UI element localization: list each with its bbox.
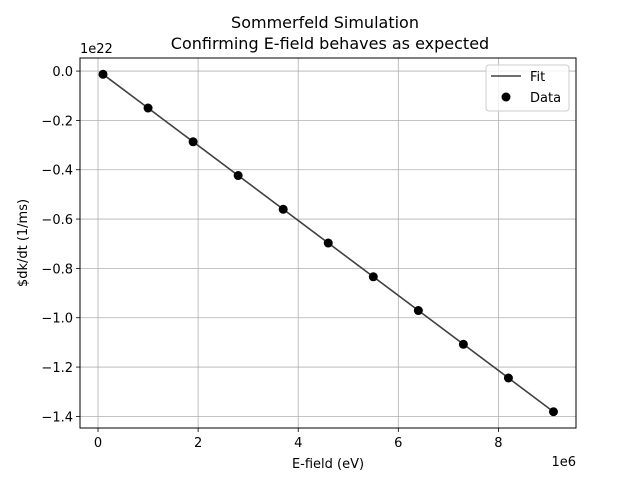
y-tick-label: −0.2 [41, 114, 73, 129]
x-tick-label: 8 [494, 436, 502, 451]
y-axis-ticks: 0.0 −0.2 −0.4 −0.6 −0.8 −1.0 −1.2 −1.4 [41, 65, 80, 425]
data-point [278, 204, 288, 214]
x-tick-label: 0 [94, 436, 102, 451]
legend-data-point-marker [501, 92, 511, 102]
x-tick-label: 2 [194, 436, 202, 451]
x-axis-label: E-field (eV) [292, 457, 364, 472]
data-point [413, 306, 423, 316]
legend: Fit Data [485, 64, 570, 112]
grid [80, 58, 576, 428]
x-axis-ticks: 0 2 4 6 8 [94, 428, 503, 451]
x-tick-label: 6 [394, 436, 402, 451]
x-tick-label: 4 [294, 436, 302, 451]
data-point [503, 373, 513, 383]
y-tick-label: −1.2 [41, 361, 73, 376]
y-tick-label: −0.6 [41, 213, 73, 228]
chart-subtitle: Confirming E-field behaves as expected [171, 34, 489, 53]
y-axis-label: $dk/dt (1/ms) [16, 199, 31, 287]
y-tick-label: −1.4 [41, 410, 73, 425]
y-tick-label: 0.0 [52, 65, 73, 80]
data-point [98, 69, 108, 79]
data-point [368, 272, 378, 282]
y-tick-label: −1.0 [41, 312, 73, 327]
chart-title: Sommerfeld Simulation [231, 13, 419, 32]
data-point [458, 339, 468, 349]
x-axis-offset-label: 1e6 [551, 455, 576, 470]
legend-label-fit: Fit [530, 70, 545, 85]
data-point [548, 407, 558, 417]
series-layer [98, 69, 558, 417]
data-point [323, 238, 333, 248]
plot-area-frame [79, 57, 577, 429]
data-point [188, 137, 198, 147]
y-tick-label: −0.8 [41, 262, 73, 277]
legend-label-data: Data [530, 91, 561, 106]
data-point [233, 171, 243, 181]
y-tick-label: −0.4 [41, 164, 73, 179]
y-axis-offset-label: 1e22 [80, 42, 113, 57]
data-point [143, 103, 153, 113]
